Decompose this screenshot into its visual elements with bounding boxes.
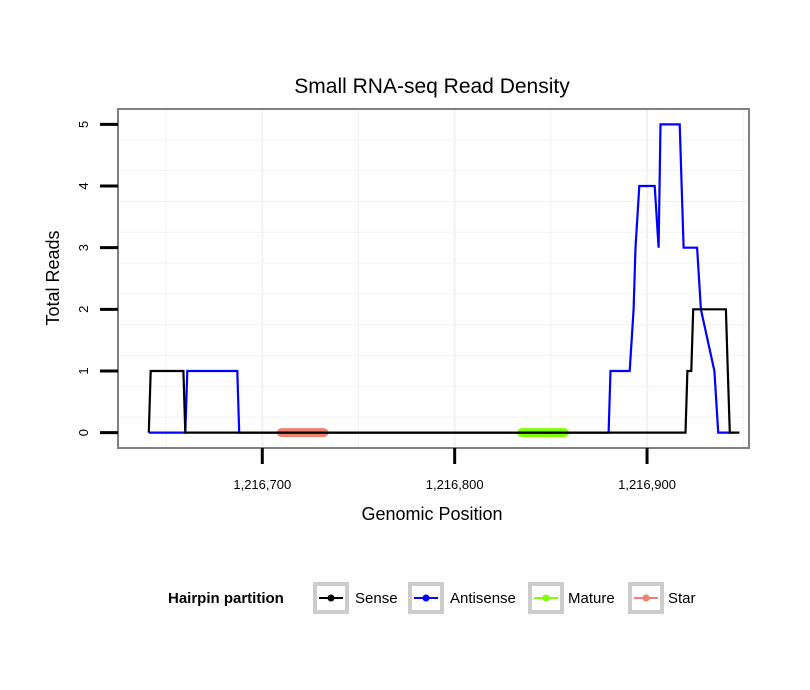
series-line-sense [147,308,740,434]
series-line-antisense [148,123,734,434]
x-tick-label: 1,216,800 [426,477,484,492]
legend: Hairpin partition Sense Antisense Mature St… [168,582,696,614]
legend-item-mature: Mature [528,582,615,614]
legend-label: Star [668,590,696,607]
plot-panel [117,108,750,449]
y-tick-label: 2 [76,306,91,313]
y-tick-label: 0 [76,429,91,436]
x-tick-label: 1,216,700 [233,477,291,492]
legend-item-sense: Sense [313,582,398,614]
legend-key-point [422,594,430,602]
x-tick-label: 1,216,900 [618,477,676,492]
x-axis-title: Genomic Position [361,504,502,524]
grid [118,108,749,449]
y-tick-label: 4 [76,182,91,189]
chart-title: Small RNA-seq Read Density [294,75,570,98]
legend-label: Antisense [450,590,516,607]
legend-key-point [642,594,650,602]
legend-title: Hairpin partition [168,590,284,607]
legend-item-antisense: Antisense [408,582,516,614]
legend-label: Mature [568,590,615,607]
y-axis-title: Total Reads [43,230,63,325]
axes: 0 1 2 3 4 5 1,216,700 1,216,800 1,216,900 [76,121,676,492]
y-tick-label: 5 [76,121,91,128]
y-tick-label: 3 [76,244,91,251]
y-tick-label: 1 [76,367,91,374]
legend-key-point [327,594,335,602]
legend-key-point [542,594,550,602]
series-layer [147,123,740,438]
legend-item-star: Star [628,582,696,614]
legend-label: Sense [355,590,398,607]
